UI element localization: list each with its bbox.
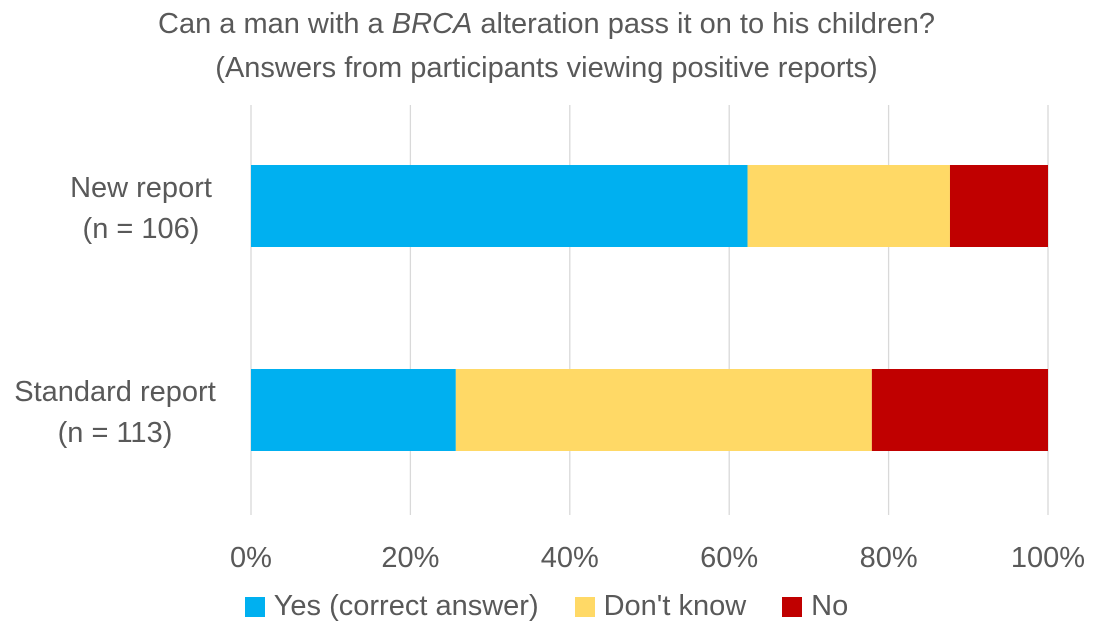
x-tick-label: 40% <box>541 542 599 574</box>
legend-label-no: No <box>811 590 849 622</box>
legend-label-yes: Yes (correct answer) <box>273 590 539 622</box>
bar-segment-no-1 <box>871 369 1048 451</box>
bar-segment-don-t-know-0 <box>747 165 950 247</box>
category-label-new-report: New report (n = 106) <box>70 172 212 245</box>
x-tick-label: 20% <box>381 542 439 574</box>
legend-label-dont-know: Don't know <box>603 590 747 622</box>
legend-swatch-no <box>782 596 803 617</box>
x-tick-label: 0% <box>230 542 272 574</box>
chart-title-line2: (Answers from participants viewing posit… <box>215 52 878 84</box>
category-label-standard-report: Standard report (n = 113) <box>14 376 216 449</box>
legend-item-dont-know: Don't know <box>574 590 747 623</box>
chart-title-line1: Can a man with a BRCA alteration pass it… <box>158 8 935 40</box>
chart-legend: Yes (correct answer) Don't know No <box>0 590 1093 623</box>
x-tick-label: 100% <box>1011 542 1085 574</box>
bar-segment-don-t-know-1 <box>455 369 872 451</box>
legend-item-yes: Yes (correct answer) <box>244 590 539 623</box>
x-tick-label: 80% <box>860 542 918 574</box>
bar-segment-yes-correct-answer-1 <box>251 369 456 451</box>
legend-item-no: No <box>782 590 848 623</box>
legend-swatch-dont-know <box>574 596 595 617</box>
bar-segment-no-0 <box>949 165 1048 247</box>
legend-swatch-yes <box>244 596 265 617</box>
x-tick-label: 60% <box>700 542 758 574</box>
bar-segment-yes-correct-answer-0 <box>251 165 748 247</box>
